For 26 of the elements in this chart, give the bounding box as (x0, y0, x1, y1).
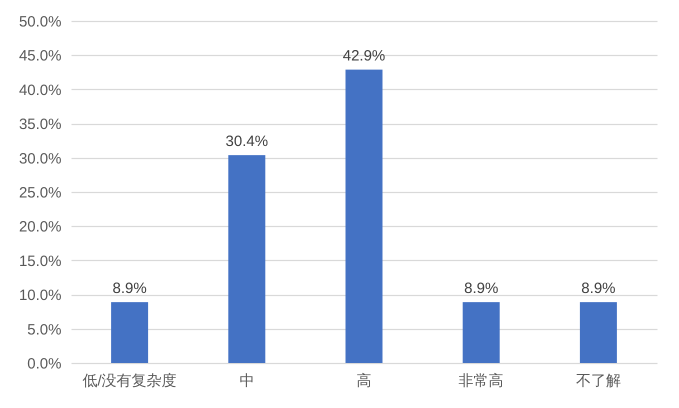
y-tick-label: 30.0% (18, 150, 62, 168)
x-tick-label: 不了解 (576, 372, 621, 390)
y-tick-label: 40.0% (18, 82, 62, 99)
x-tick-label: 非常高 (458, 372, 504, 390)
x-tick-label: 高 (356, 372, 372, 390)
data-label: 8.9% (464, 280, 498, 298)
x-tick-label: 低/没有复杂度 (82, 372, 177, 390)
bar (228, 155, 266, 363)
bar (462, 302, 500, 363)
data-label: 30.4% (226, 133, 268, 150)
y-tick-label: 5.0% (27, 321, 62, 338)
y-tick-label: 25.0% (18, 184, 62, 202)
x-tick-label: 中 (239, 372, 254, 390)
y-tick-label: 10.0% (18, 287, 62, 304)
y-tick-label: 50.0% (18, 14, 62, 30)
bar (111, 302, 148, 363)
data-label: 42.9% (342, 48, 386, 65)
data-label: 8.9% (112, 280, 147, 298)
y-tick-label: 20.0% (18, 218, 62, 236)
y-tick-label: 0.0% (27, 356, 62, 372)
bar (346, 70, 382, 363)
y-tick-label: 35.0% (18, 116, 62, 134)
bar (580, 302, 617, 363)
y-tick-label: 15.0% (18, 252, 62, 270)
data-label: 8.9% (581, 280, 616, 298)
y-tick-label: 45.0% (18, 48, 62, 65)
